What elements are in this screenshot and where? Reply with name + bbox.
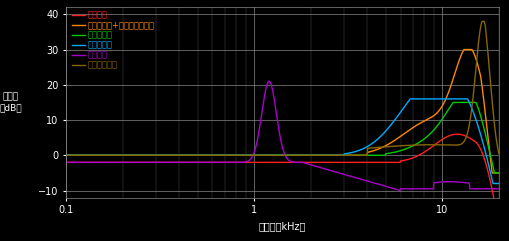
Line: プローブ: プローブ	[66, 81, 499, 190]
瞬間接着剤+カプトンテープ	[401, 133, 407, 136]
プローブ	[238, 161, 244, 164]
両面テープ	[491, 172, 497, 174]
ネジ止め	[360, 161, 366, 164]
プローブ	[402, 187, 408, 190]
絶縁スペーサ	[496, 152, 502, 155]
ネジ止め	[253, 161, 260, 164]
絶縁スペーサ	[401, 144, 407, 147]
瞬間接着剤+カプトンテープ	[107, 154, 114, 157]
マグネット	[407, 97, 413, 100]
Line: 絶縁スペーサ: 絶縁スペーサ	[66, 21, 499, 155]
マグネット	[253, 154, 260, 157]
Legend: ネジ止め, 瞬間接着剤+カプトンテープ, 両面テープ, マグネット, プローブ, 絶縁スペーサ: ネジ止め, 瞬間接着剤+カプトンテープ, 両面テープ, マグネット, プローブ,…	[71, 10, 156, 71]
ネジ止め	[496, 226, 502, 229]
両面テープ	[238, 154, 244, 157]
絶縁スペーサ	[107, 154, 114, 157]
絶縁スペーサ	[360, 154, 366, 157]
絶縁スペーサ	[63, 154, 69, 157]
プローブ	[266, 80, 272, 83]
両面テープ	[107, 154, 114, 157]
瞬間接着剤+カプトンテープ	[238, 154, 244, 157]
Line: ネジ止め: ネジ止め	[66, 134, 499, 228]
両面テープ	[253, 154, 260, 157]
瞬間接着剤+カプトンテープ	[63, 154, 69, 157]
ネジ止め	[107, 161, 114, 164]
瞬間接着剤+カプトンテープ	[461, 48, 467, 51]
両面テープ	[401, 148, 407, 151]
マグネット	[401, 107, 407, 109]
マグネット	[360, 147, 366, 150]
プローブ	[361, 179, 367, 181]
Line: 両面テープ: 両面テープ	[66, 102, 499, 173]
X-axis label: 周波数（kHz）: 周波数（kHz）	[259, 221, 306, 231]
両面テープ	[450, 101, 457, 104]
マグネット	[63, 154, 69, 157]
マグネット	[496, 182, 502, 185]
両面テープ	[360, 154, 366, 157]
両面テープ	[408, 145, 414, 148]
マグネット	[238, 154, 244, 157]
Line: 瞬間接着剤+カプトンテープ: 瞬間接着剤+カプトンテープ	[66, 50, 499, 173]
マグネット	[490, 182, 496, 185]
絶縁スペーサ	[238, 154, 244, 157]
ネジ止め	[454, 133, 460, 136]
瞬間接着剤+カプトンテープ	[253, 154, 260, 157]
絶縁スペーサ	[408, 144, 414, 147]
ネジ止め	[401, 159, 407, 162]
ネジ止め	[63, 161, 69, 164]
マグネット	[107, 154, 114, 157]
プローブ	[409, 187, 415, 190]
マグネット	[409, 97, 415, 100]
絶縁スペーサ	[253, 154, 260, 157]
瞬間接着剤+カプトンテープ	[408, 127, 414, 130]
ネジ止め	[238, 161, 244, 164]
絶縁スペーサ	[479, 20, 486, 23]
両面テープ	[63, 154, 69, 157]
瞬間接着剤+カプトンテープ	[360, 154, 366, 157]
Line: マグネット: マグネット	[66, 99, 499, 183]
プローブ	[107, 161, 114, 164]
Y-axis label: 振動比
（dB）: 振動比 （dB）	[0, 93, 22, 112]
プローブ	[496, 187, 502, 190]
プローブ	[397, 189, 403, 192]
瞬間接着剤+カプトンテープ	[489, 172, 495, 174]
ネジ止め	[408, 157, 414, 160]
両面テープ	[496, 172, 502, 174]
プローブ	[63, 161, 69, 164]
プローブ	[253, 142, 260, 145]
瞬間接着剤+カプトンテープ	[496, 172, 502, 174]
